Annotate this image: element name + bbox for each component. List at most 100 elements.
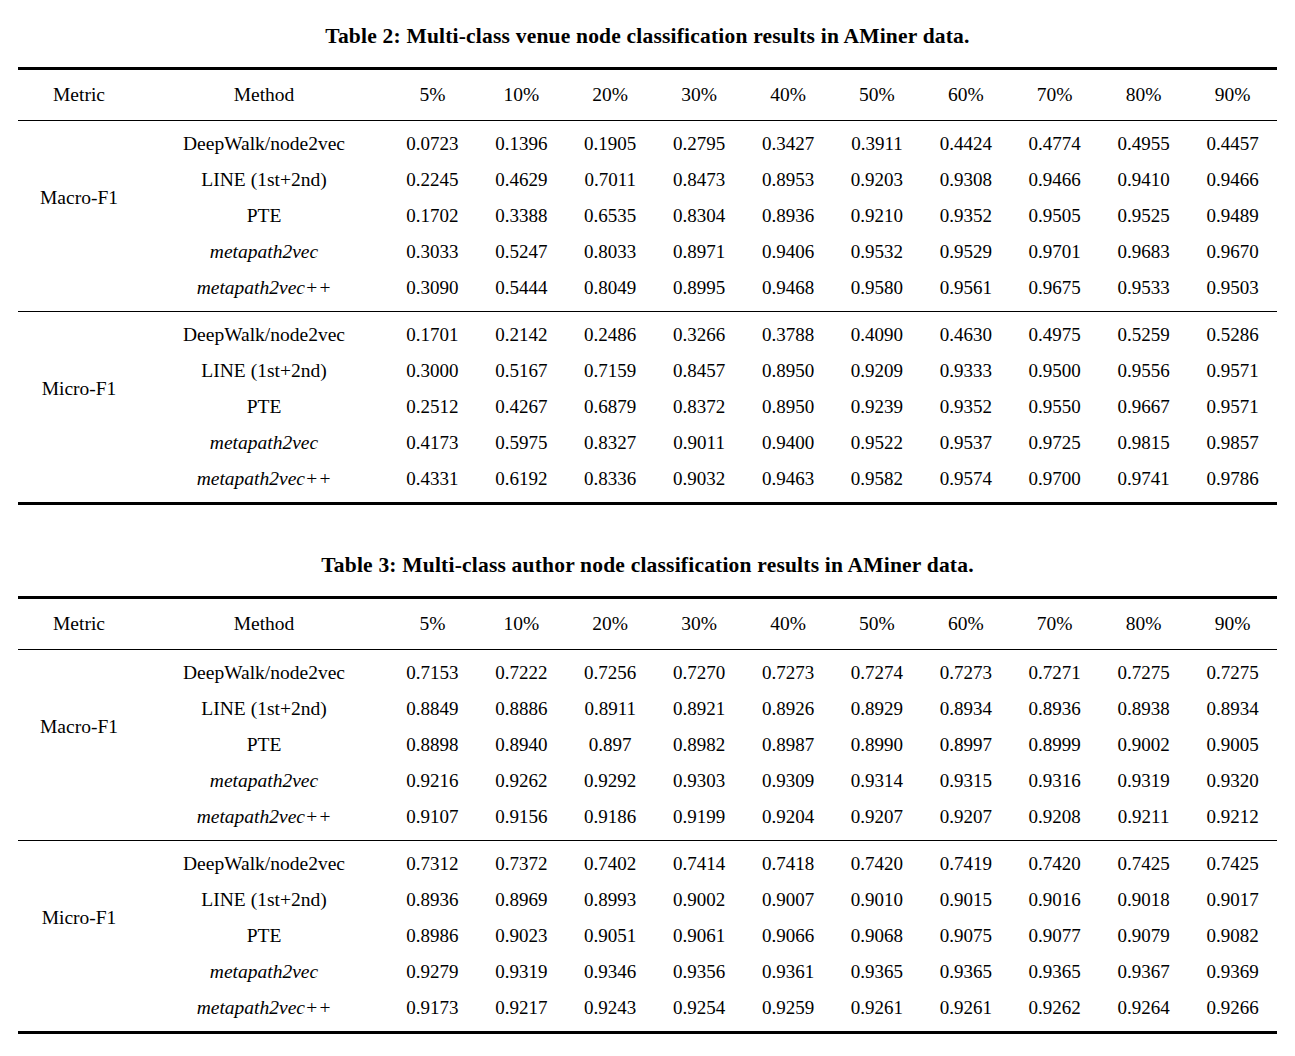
score-cell: 0.7414 (655, 853, 744, 875)
score-cell: 0.8986 (388, 925, 477, 947)
score-cell: 0.9319 (1099, 770, 1188, 792)
score-cell: 0.9352 (921, 396, 1010, 418)
score-cell: 0.9209 (833, 360, 922, 382)
score-cell: 0.7372 (477, 853, 566, 875)
score-cell: 0.9007 (744, 889, 833, 911)
score-cell: 0.9537 (921, 432, 1010, 454)
score-cell: 0.9468 (744, 277, 833, 299)
method-name: LINE (1st+2nd) (140, 698, 388, 720)
method-name: PTE (140, 396, 388, 418)
metric-section: Macro-F1DeepWalk/node2vec0.71530.72220.7… (18, 650, 1277, 840)
score-cell: 0.9243 (566, 997, 655, 1019)
score-cell: 0.9061 (655, 925, 744, 947)
method-name: PTE (140, 205, 388, 227)
metric-label: Micro-F1 (18, 907, 140, 929)
score-cell: 0.1396 (477, 133, 566, 155)
column-header: Method (140, 613, 388, 635)
score-cell: 0.9303 (655, 770, 744, 792)
metric-section: Micro-F1DeepWalk/node2vec0.73120.73720.7… (18, 840, 1277, 1031)
score-cell: 0.4457 (1188, 133, 1277, 155)
column-header: 10% (477, 84, 566, 106)
score-cell: 0.8950 (744, 396, 833, 418)
score-cell: 0.7256 (566, 662, 655, 684)
score-cell: 0.8936 (1010, 698, 1099, 720)
score-cell: 0.9264 (1099, 997, 1188, 1019)
table-caption: Table 2: Multi-class venue node classifi… (18, 22, 1277, 50)
score-cell: 0.8997 (921, 734, 1010, 756)
score-cell: 0.9210 (833, 205, 922, 227)
score-cell: 0.9466 (1010, 169, 1099, 191)
score-cell: 0.9279 (388, 961, 477, 983)
score-cell: 0.7425 (1099, 853, 1188, 875)
column-header: 50% (833, 613, 922, 635)
score-cell: 0.9525 (1099, 205, 1188, 227)
score-cell: 0.8049 (566, 277, 655, 299)
score-cell: 0.4774 (1010, 133, 1099, 155)
method-name: metapath2vec (140, 432, 388, 454)
score-cell: 0.9369 (1188, 961, 1277, 983)
score-cell: 0.8457 (655, 360, 744, 382)
score-cell: 0.7222 (477, 662, 566, 684)
score-cell: 0.9550 (1010, 396, 1099, 418)
score-cell: 0.9211 (1099, 806, 1188, 828)
score-cell: 0.6879 (566, 396, 655, 418)
column-header: 20% (566, 84, 655, 106)
score-cell: 0.9533 (1099, 277, 1188, 299)
score-cell: 0.9582 (833, 468, 922, 490)
table: MetricMethod5%10%20%30%40%50%60%70%80%90… (18, 67, 1277, 505)
score-cell: 0.9571 (1188, 396, 1277, 418)
metric-section: Micro-F1DeepWalk/node2vec0.17010.21420.2… (18, 311, 1277, 502)
score-cell: 0.9410 (1099, 169, 1188, 191)
score-cell: 0.8987 (744, 734, 833, 756)
score-cell: 0.9018 (1099, 889, 1188, 911)
score-cell: 0.897 (566, 734, 655, 756)
score-cell: 0.9725 (1010, 432, 1099, 454)
score-cell: 0.7270 (655, 662, 744, 684)
score-cell: 0.9254 (655, 997, 744, 1019)
score-cell: 0.9259 (744, 997, 833, 1019)
score-cell: 0.9316 (1010, 770, 1099, 792)
method-name: LINE (1st+2nd) (140, 169, 388, 191)
score-cell: 0.9015 (921, 889, 1010, 911)
column-header: 60% (921, 613, 1010, 635)
score-cell: 0.9077 (1010, 925, 1099, 947)
score-cell: 0.9207 (921, 806, 1010, 828)
score-cell: 0.8982 (655, 734, 744, 756)
score-cell: 0.9002 (1099, 734, 1188, 756)
score-cell: 0.9400 (744, 432, 833, 454)
column-header: 20% (566, 613, 655, 635)
results-table-venue: Table 2: Multi-class venue node classifi… (18, 22, 1277, 505)
score-cell: 0.7153 (388, 662, 477, 684)
score-cell: 0.6535 (566, 205, 655, 227)
score-cell: 0.8936 (744, 205, 833, 227)
score-cell: 0.7402 (566, 853, 655, 875)
score-cell: 0.9700 (1010, 468, 1099, 490)
table: MetricMethod5%10%20%30%40%50%60%70%80%90… (18, 596, 1277, 1034)
score-cell: 0.8950 (744, 360, 833, 382)
method-name: metapath2vec (140, 770, 388, 792)
score-cell: 0.5286 (1188, 324, 1277, 346)
score-cell: 0.9532 (833, 241, 922, 263)
score-cell: 0.8953 (744, 169, 833, 191)
score-cell: 0.4173 (388, 432, 477, 454)
score-cell: 0.9529 (921, 241, 1010, 263)
score-cell: 0.9016 (1010, 889, 1099, 911)
score-cell: 0.9203 (833, 169, 922, 191)
score-cell: 0.8304 (655, 205, 744, 227)
score-cell: 0.9571 (1188, 360, 1277, 382)
score-cell: 0.8995 (655, 277, 744, 299)
score-cell: 0.5247 (477, 241, 566, 263)
score-cell: 0.7312 (388, 853, 477, 875)
method-name: metapath2vec (140, 241, 388, 263)
score-cell: 0.7275 (1188, 662, 1277, 684)
score-cell: 0.9489 (1188, 205, 1277, 227)
score-cell: 0.2795 (655, 133, 744, 155)
score-cell: 0.8911 (566, 698, 655, 720)
score-cell: 0.3427 (744, 133, 833, 155)
score-cell: 0.9204 (744, 806, 833, 828)
score-cell: 0.9010 (833, 889, 922, 911)
score-cell: 0.8372 (655, 396, 744, 418)
score-cell: 0.3033 (388, 241, 477, 263)
score-cell: 0.9667 (1099, 396, 1188, 418)
score-cell: 0.9333 (921, 360, 1010, 382)
